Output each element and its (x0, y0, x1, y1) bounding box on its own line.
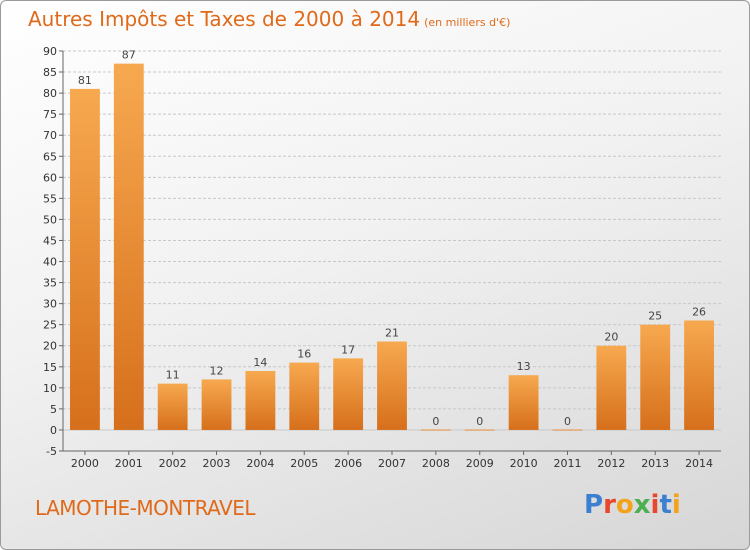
x-tick-label-2006: 2006 (334, 457, 362, 470)
bar-2011 (552, 429, 583, 431)
x-tick-label-2000: 2000 (71, 457, 99, 470)
y-tick-label: 55 (43, 192, 57, 205)
x-tick-label-2002: 2002 (159, 457, 187, 470)
bar-2014 (684, 320, 714, 430)
y-tick-label: 85 (43, 66, 57, 79)
value-label-2012: 20 (604, 331, 618, 344)
logo-letter: t (659, 490, 672, 520)
value-label-2006: 17 (341, 343, 355, 356)
logo-letter: i (671, 490, 681, 520)
logo-letter: P (584, 490, 604, 520)
y-tick-label: 90 (43, 45, 57, 58)
axes (59, 50, 721, 455)
x-tick-label-2009: 2009 (466, 457, 494, 470)
bar-2000 (70, 88, 100, 430)
x-tick-label-2005: 2005 (290, 457, 318, 470)
logo-letter: x (633, 490, 651, 520)
logo-letter: i (650, 490, 660, 520)
bar-2005 (289, 362, 320, 430)
value-label-2007: 21 (385, 327, 399, 340)
bar-2006 (333, 358, 364, 430)
bar-2004 (245, 371, 276, 430)
y-tick-label: 5 (50, 403, 57, 416)
logo-letter: r (603, 490, 616, 520)
y-tick-label: 75 (43, 108, 57, 121)
bar-2008 (420, 429, 451, 431)
value-label-2000: 81 (78, 74, 92, 87)
bar-2013 (640, 324, 671, 430)
value-label-2014: 26 (692, 305, 706, 318)
y-tick-label: 65 (43, 150, 57, 163)
bar-2002 (157, 383, 188, 430)
commune-name: LAMOTHE-MONTRAVEL (35, 496, 256, 520)
chart-title: Autres Impôts et Taxes de 2000 à 2014 (en… (28, 7, 510, 31)
bar-2009 (464, 429, 495, 431)
x-tick-label-2010: 2010 (510, 457, 538, 470)
value-label-2004: 14 (253, 356, 267, 369)
x-tick-label-2003: 2003 (203, 457, 231, 470)
x-tick-label-2012: 2012 (597, 457, 625, 470)
bars (70, 63, 714, 431)
y-tick-label: 10 (43, 382, 57, 395)
y-tick-label: 30 (43, 298, 57, 311)
value-label-2010: 13 (517, 360, 531, 373)
chart-subtitle: (en milliers d'€) (424, 16, 511, 29)
y-tick-label: 40 (43, 256, 57, 269)
value-label-2001: 87 (122, 49, 136, 62)
value-label-2003: 12 (210, 364, 224, 377)
bar-2012 (596, 345, 627, 430)
y-tick-label: 15 (43, 361, 57, 374)
bar-2007 (377, 341, 407, 430)
value-label-2013: 25 (648, 310, 662, 323)
value-label-2009: 0 (476, 415, 483, 428)
x-tick-label-2004: 2004 (246, 457, 274, 470)
y-tick-label: 70 (43, 129, 57, 142)
labels: -5 0 5 10 15 20 25 30 35 40 45 50 55 60 65 70 75 80 85 90 81… (43, 45, 713, 470)
y-tick-label: 20 (43, 340, 57, 353)
x-tick-label-2014: 2014 (685, 457, 713, 470)
bar-2001 (113, 63, 144, 430)
y-tick-label: 25 (43, 319, 57, 332)
y-tick-label: 50 (43, 213, 57, 226)
y-tick-label: 60 (43, 171, 57, 184)
x-tick-label-2011: 2011 (553, 457, 581, 470)
value-label-2011: 0 (564, 415, 571, 428)
y-tick-label: -5 (46, 445, 57, 458)
bar-chart: -5 0 5 10 15 20 25 30 35 40 45 50 55 60 65 70 75 80 85 90 81… (43, 45, 721, 470)
proxiti-logo: Proxiti (584, 490, 681, 520)
value-label-2005: 16 (297, 348, 311, 361)
bar-2003 (201, 379, 232, 430)
y-tick-label: 80 (43, 87, 57, 100)
value-label-2002: 11 (166, 369, 180, 382)
y-tick-label: 35 (43, 277, 57, 290)
chart-title-text: Autres Impôts et Taxes de 2000 à 2014 (28, 7, 421, 31)
x-tick-label-2007: 2007 (378, 457, 406, 470)
value-label-2008: 0 (432, 415, 439, 428)
x-tick-label-2008: 2008 (422, 457, 450, 470)
logo-letter: o (615, 490, 634, 520)
bar-2010 (508, 375, 539, 430)
x-tick-label-2013: 2013 (641, 457, 669, 470)
y-tick-label: 45 (43, 234, 57, 247)
x-tick-label-2001: 2001 (115, 457, 143, 470)
y-tick-label: 0 (50, 424, 57, 437)
